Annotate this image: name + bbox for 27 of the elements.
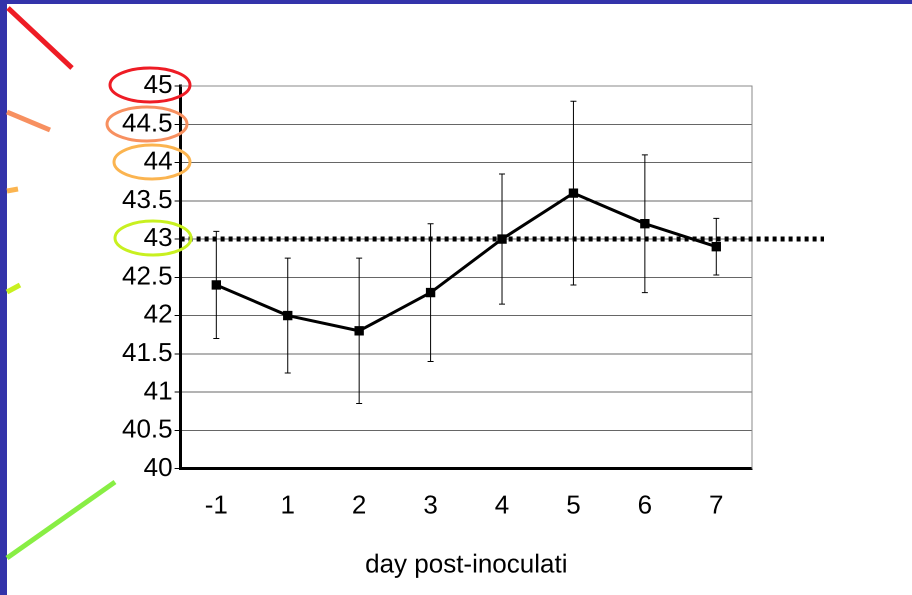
point [354,326,364,336]
y-tick-label: 43 [144,222,173,252]
y-tick-label: 40.5 [122,414,173,444]
y-tick-label: 44 [144,146,173,176]
point [283,310,292,320]
y-tick-label: 43.5 [122,184,173,214]
x-tick-label: -1 [204,489,228,520]
y-tick-label: 41 [144,375,173,406]
y-tick-label: 45 [144,69,173,100]
x-tick-label: 7 [709,489,724,520]
point [640,219,650,228]
y-tick-label: 40 [144,452,173,482]
point [426,288,436,298]
y-tick-label: 44.5 [122,107,173,138]
x-tick-label: 5 [566,489,581,520]
point [712,242,721,252]
point [212,280,221,290]
x-tick-label: 2 [352,489,366,520]
x-tick-label: 4 [494,489,510,520]
point [568,188,578,198]
y-tick-label: 41.5 [122,336,173,367]
x-axis-title: day post-inoculati [365,548,568,579]
x-tick-label: 3 [423,489,438,520]
y-tick-label: 42 [144,298,173,329]
x-tick-label: 6 [638,489,652,520]
x-tick-label: 1 [280,489,295,520]
y-tick-label: 42.5 [122,260,173,290]
